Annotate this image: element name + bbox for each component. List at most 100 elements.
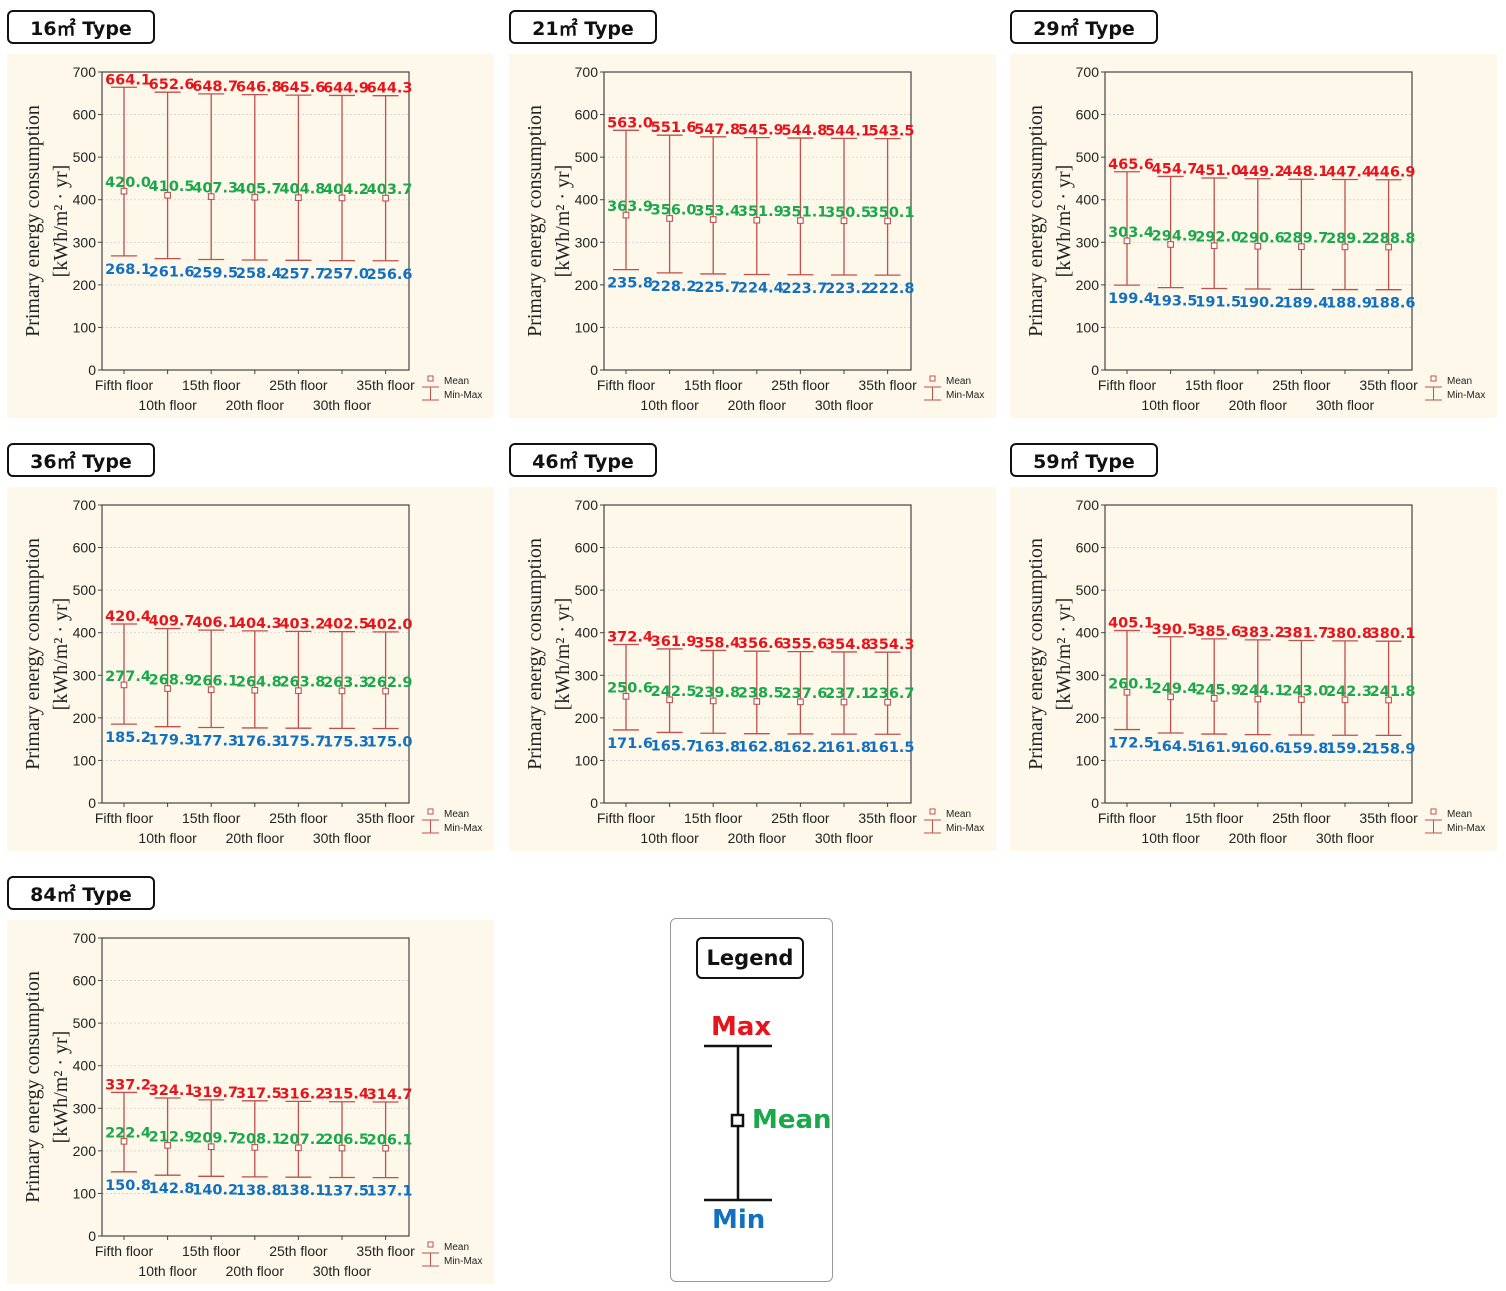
- mean-marker: [622, 211, 630, 219]
- mean-value-label: 244.1: [1239, 683, 1285, 699]
- y-tick-label: 300: [575, 667, 599, 683]
- y-axis-label: Primary energy consumption: [22, 971, 44, 1203]
- mean-marker: [295, 687, 302, 695]
- x-tick-label: Fifth floor: [95, 810, 154, 826]
- x-tick-label: 30th floor: [1316, 397, 1375, 413]
- min-value-label: 175.0: [367, 735, 413, 751]
- legend-minmax-text: Min-Max: [444, 390, 482, 401]
- min-value-label: 164.5: [1152, 739, 1198, 755]
- max-value-label: 324.1: [149, 1083, 195, 1099]
- min-value-label: 162.8: [738, 740, 784, 756]
- mean-marker: [251, 193, 259, 201]
- min-value-label: 223.2: [825, 281, 871, 297]
- legend-mean-swatch: [427, 808, 434, 815]
- y-tick-label: 100: [575, 752, 599, 768]
- max-value-label: 402.0: [367, 617, 413, 633]
- y-tick-label: 300: [575, 234, 599, 250]
- max-value-label: 652.6: [149, 77, 195, 93]
- y-tick-label: 500: [73, 582, 97, 598]
- y-tick-label: 100: [1076, 752, 1100, 768]
- y-tick-label: 0: [88, 795, 96, 811]
- mean-value-label: 212.9: [149, 1129, 195, 1145]
- mean-value-label: 222.4: [105, 1125, 151, 1141]
- min-value-label: 137.1: [367, 1184, 413, 1200]
- y-axis-unit-label: [kWh/m² · yr]: [50, 165, 72, 278]
- mean-marker: [1123, 688, 1131, 696]
- min-value-label: 177.3: [192, 734, 238, 750]
- plot-frame: [1104, 71, 1413, 371]
- max-value-label: 544.1: [825, 123, 871, 139]
- x-tick-label: 30th floor: [815, 830, 874, 846]
- y-axis-label: Primary energy consumption: [22, 538, 44, 770]
- y-tick-label: 200: [73, 1143, 97, 1159]
- max-value-label: 420.4: [105, 609, 151, 625]
- mean-value-label: 241.8: [1370, 684, 1416, 700]
- mean-value-label: 289.7: [1282, 231, 1328, 247]
- mean-marker: [382, 194, 389, 202]
- mean-value-label: 294.9: [1152, 228, 1198, 244]
- max-value-label: 645.6: [279, 80, 325, 96]
- x-tick-label: 10th floor: [640, 397, 699, 413]
- x-tick-label: 10th floor: [138, 830, 197, 846]
- y-tick-label: 0: [1091, 362, 1099, 378]
- mean-value-label: 350.1: [869, 205, 915, 221]
- min-value-label: 188.6: [1370, 296, 1416, 312]
- y-tick-label: 100: [1076, 319, 1100, 335]
- y-tick-label: 700: [575, 497, 599, 513]
- mean-marker: [164, 685, 171, 692]
- panel-29m2: 0 100 200 300 400 500 600 700 Primary energy con…: [1010, 54, 1497, 418]
- plot-frame: [101, 504, 410, 804]
- legend-minmax-text: Min-Max: [946, 823, 984, 834]
- plot-frame: [101, 937, 410, 1237]
- max-value-label: 563.0: [607, 115, 653, 131]
- y-tick-label: 700: [73, 64, 97, 80]
- y-tick-label: 300: [1076, 667, 1100, 683]
- x-tick-label: Fifth floor: [1098, 377, 1157, 393]
- y-tick-label: 300: [73, 1100, 97, 1116]
- mean-marker: [1167, 241, 1174, 248]
- mean-marker: [1341, 696, 1349, 704]
- y-axis-unit-label: [kWh/m² · yr]: [552, 598, 574, 711]
- x-tick-label: 35th floor: [356, 810, 415, 826]
- chart-46m2: 0 100 200 300 400 500 600 700 Primary energy con…: [524, 497, 984, 846]
- x-tick-label: 30th floor: [313, 1263, 372, 1279]
- legend-mean-swatch: [1430, 808, 1437, 815]
- y-tick-label: 200: [1076, 277, 1100, 293]
- legend-mean-label: Mean: [752, 1105, 832, 1135]
- panel-16m2: 0 100 200 300 400 500 600 700 Primary energy con…: [7, 54, 494, 418]
- chart-84m2: 0 100 200 300 400 500 600 700 Primary energy con…: [22, 930, 482, 1279]
- mean-marker: [251, 1144, 259, 1151]
- y-tick-label: 0: [590, 795, 598, 811]
- mean-value-label: 242.3: [1326, 684, 1372, 700]
- min-value-label: 161.8: [825, 740, 871, 756]
- y-tick-label: 200: [73, 710, 97, 726]
- mean-value-label: 407.3: [192, 181, 238, 197]
- min-value-label: 163.8: [694, 739, 740, 755]
- y-tick-label: 100: [575, 319, 599, 335]
- mean-value-label: 405.7: [236, 181, 282, 197]
- mean-marker: [1341, 243, 1349, 251]
- y-tick-label: 700: [73, 930, 97, 946]
- legend-panel: Legend Max Mean Min: [670, 918, 833, 1282]
- x-tick-label: 15th floor: [182, 810, 241, 826]
- mean-marker: [1167, 693, 1174, 701]
- x-tick-label: 10th floor: [138, 397, 197, 413]
- mean-marker: [295, 194, 302, 202]
- min-value-label: 235.8: [607, 276, 653, 292]
- mean-value-label: 242.5: [651, 684, 697, 700]
- mean-value-label: 250.6: [607, 680, 653, 696]
- mean-marker: [753, 216, 761, 224]
- panel-title-21m2: 21㎡ Type: [509, 10, 657, 44]
- max-value-label: 403.2: [279, 616, 325, 632]
- mean-value-label: 238.5: [738, 685, 784, 701]
- max-value-label: 385.6: [1195, 624, 1241, 640]
- mean-marker: [1298, 243, 1305, 251]
- max-value-label: 354.3: [869, 637, 915, 653]
- mean-value-label: 404.8: [279, 182, 325, 198]
- max-value-label: 356.6: [738, 636, 784, 652]
- y-tick-label: 200: [575, 710, 599, 726]
- x-tick-label: 20th floor: [728, 830, 787, 846]
- x-tick-label: 15th floor: [684, 810, 743, 826]
- max-value-label: 380.8: [1326, 626, 1372, 642]
- min-value-label: 172.5: [1108, 736, 1154, 752]
